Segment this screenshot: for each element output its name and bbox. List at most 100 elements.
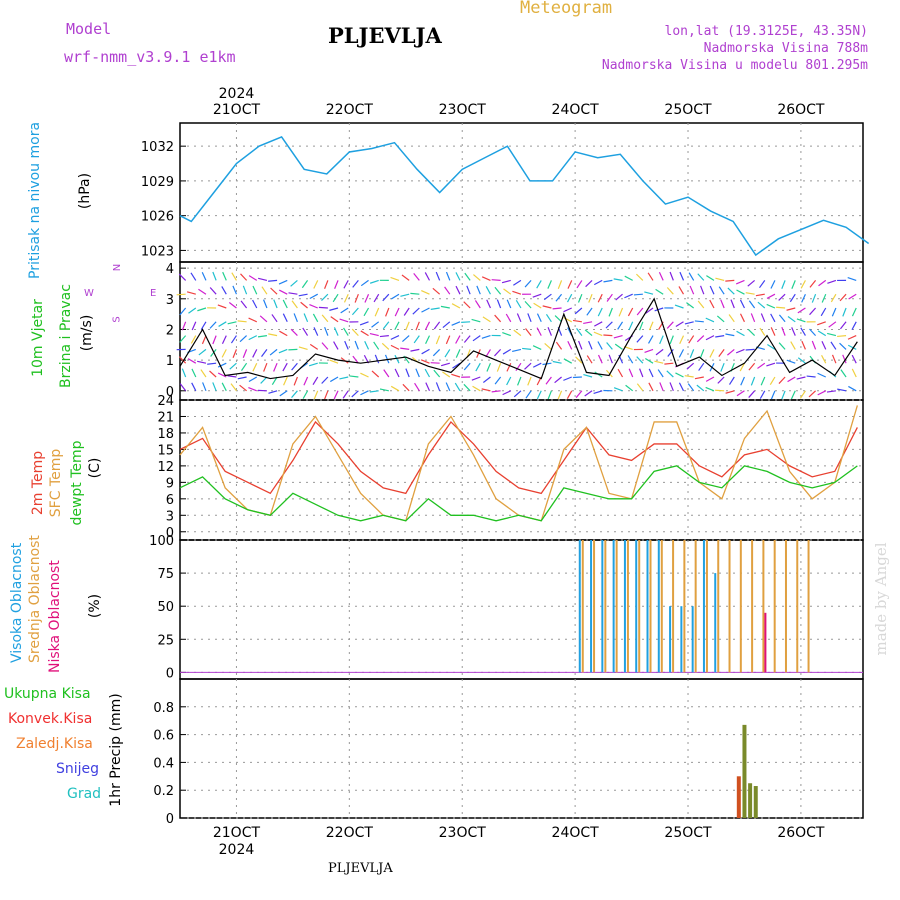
wind-arrow [747, 279, 756, 287]
top-date-label: 24OCT [552, 102, 600, 118]
wind-arrow [669, 335, 674, 345]
wind-arrow [293, 376, 298, 386]
cloud-ytick-label: 50 [157, 600, 174, 615]
wind-arrow [705, 376, 715, 382]
wind-arrow [567, 341, 573, 350]
temp-ytick-label: 3 [166, 509, 174, 524]
precip-total-label: Ukupna Kisa [4, 686, 91, 702]
wind-arrow [413, 335, 420, 344]
wind-arrow [252, 349, 258, 358]
wind-arrow [839, 321, 847, 330]
wind-arrow [302, 327, 309, 336]
wind-arrow [259, 315, 268, 323]
wind-arrow [424, 368, 431, 378]
wind-arrow [482, 316, 491, 323]
wind-arrow [237, 320, 247, 323]
wind-arrow [666, 287, 674, 295]
wind-arrow [848, 385, 857, 392]
wind-arrow [645, 358, 654, 364]
wind-arrow [349, 375, 359, 378]
wind-arrow [482, 376, 491, 383]
wind-arrow [597, 307, 603, 317]
wind-arrow [201, 335, 207, 345]
wind-arrow [715, 277, 725, 281]
wind-arrow [678, 286, 685, 295]
bottom-date-label: 21OCT [213, 825, 261, 841]
wind-arrow [191, 382, 197, 392]
wind-arrow [433, 369, 441, 378]
wind-arrow [402, 383, 410, 392]
wind-arrow [527, 376, 532, 386]
wind-arrow [354, 293, 359, 303]
wind-arrow [258, 277, 268, 281]
cloud-bar-mid_cloud [751, 540, 754, 673]
wind-arrow [209, 321, 217, 329]
wind-arrow [494, 314, 502, 323]
wind-arrow [840, 369, 847, 378]
wind-arrow [371, 321, 380, 328]
wind-arrow [584, 329, 593, 337]
wind-arrow [313, 327, 319, 336]
wind-arrow [291, 300, 298, 309]
wind-arrow [178, 356, 187, 364]
wind-arrow [344, 340, 349, 350]
wind-arrow [352, 280, 359, 288]
wind-arrow [597, 293, 603, 303]
wind-arrow [302, 390, 309, 399]
wind-arrow [628, 368, 634, 378]
precip-frozen-label: Zaledj.Kisa [16, 736, 93, 752]
wind-arrow [778, 376, 786, 384]
wind-arrow [766, 293, 776, 299]
cloud-bar-high_cloud [623, 540, 626, 673]
wind-arrow [586, 355, 593, 364]
wind-arrow [252, 362, 258, 372]
wind-arrow [240, 273, 248, 281]
wind-arrow [240, 300, 248, 309]
wind-arrow [745, 292, 755, 295]
wind-arrow [333, 327, 339, 336]
wind-arrow [197, 360, 207, 364]
wind-arrow [644, 291, 654, 295]
wind-arrow [330, 316, 339, 323]
wind-arrow [603, 279, 613, 283]
wind-arrow [240, 362, 248, 371]
wind-arrow [614, 343, 623, 350]
wind-arrow [515, 362, 522, 372]
wind-arrow [739, 313, 746, 323]
wind-arrow [410, 348, 420, 352]
cloud-bar-mid_cloud [694, 540, 697, 673]
wind-arrow [176, 293, 186, 296]
pressure-ytick-label: 1026 [141, 210, 174, 225]
wind-arrow [848, 293, 857, 300]
wind-arrow [728, 314, 735, 323]
wind-arrow [217, 372, 227, 378]
wind-arrow [786, 307, 796, 311]
wind-arrow [293, 313, 298, 323]
wind-arrow [186, 291, 196, 295]
wind-arrow [757, 301, 766, 309]
wind-arrow [781, 326, 786, 336]
wind-arrow [625, 384, 634, 392]
wind-arrow [686, 362, 695, 370]
wind-arrow [270, 287, 278, 295]
wind-arrow [726, 348, 735, 356]
wind-arrow [269, 348, 278, 356]
wind-arrow [669, 382, 674, 392]
wind-arrow [248, 386, 257, 392]
wind-arrow [617, 321, 624, 330]
wind-arrow [494, 348, 502, 357]
wind-arrow [473, 274, 481, 281]
wind-arrow [817, 330, 827, 337]
wind-arrow [217, 362, 227, 368]
wind-arrow [715, 389, 725, 392]
wind-arrow [405, 368, 410, 378]
wind-arrow [374, 307, 380, 317]
wind-arrow [248, 275, 258, 281]
wind-arrow [837, 388, 847, 392]
station-title: PLJEVLJA [328, 23, 442, 48]
wind-arrow [273, 299, 278, 309]
wind-arrow [566, 293, 573, 303]
wind-arrow [839, 293, 847, 302]
wind-arrow [705, 386, 715, 392]
wind-arrow [321, 314, 329, 323]
